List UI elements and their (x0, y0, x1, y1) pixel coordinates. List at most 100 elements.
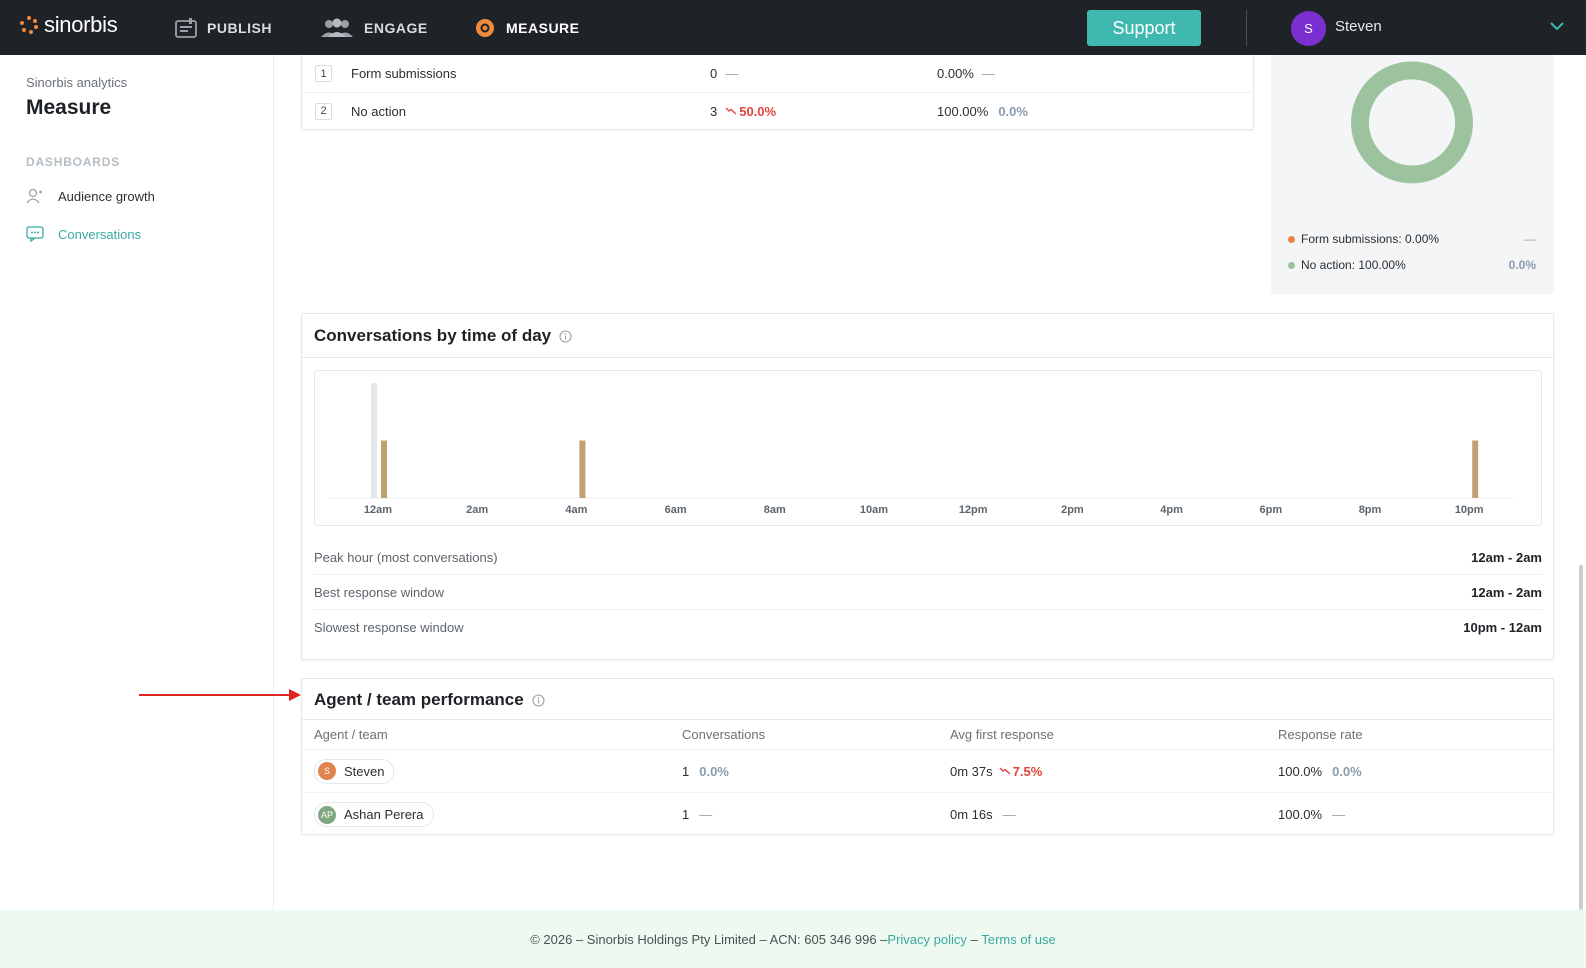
sidebar-section-label: DASHBOARDS (26, 155, 121, 169)
actions-table: 1 Form submissions 0 — 0.00% — 2 No acti… (301, 55, 1254, 130)
table-row: 2 No action 3 50.0% 100.00% 0.0% (302, 92, 1253, 129)
info-icon[interactable] (559, 329, 572, 343)
nav-engage-label: ENGAGE (364, 19, 428, 36)
stat-label: Best response window (314, 584, 445, 600)
response-rate-change: — (1332, 807, 1346, 822)
stat-slowest-response: Slowest response window 10pm - 12am (314, 610, 1542, 645)
agent-name: Ashan Perera (344, 807, 424, 822)
trend-down-icon (725, 107, 737, 115)
first-response-change: 7.5% (1012, 763, 1043, 779)
x-tick-label: 8pm (1359, 504, 1382, 516)
privacy-policy-link[interactable]: Privacy policy (887, 931, 967, 947)
support-button[interactable]: Support (1087, 10, 1201, 46)
action-name: Form submissions (351, 66, 457, 81)
nav-publish[interactable]: PUBLISH (175, 0, 272, 55)
x-tick-label: 10pm (1455, 504, 1484, 516)
legend-value: — (1524, 232, 1536, 246)
table-row: S Steven 1 0.0% 0m 37s 7.5% 100.0% 0.0% (302, 750, 1553, 793)
conversation-icon (26, 226, 46, 242)
legend-label: No action: 100.00% (1301, 258, 1406, 272)
footer-separator: – (966, 931, 982, 947)
annotation-arrow-icon (139, 688, 303, 706)
conversations-change: — (699, 807, 713, 822)
stat-label: Slowest response window (314, 620, 464, 635)
stat-value: 12am - 2am (1471, 549, 1542, 565)
logo-mark-icon (20, 16, 38, 34)
response-rate-value: 100.0% (1278, 807, 1323, 822)
user-avatar[interactable]: S (1291, 11, 1326, 46)
agent-performance-title-text: Agent / team performance (314, 690, 524, 709)
info-icon[interactable] (532, 693, 545, 707)
user-name[interactable]: Steven (1335, 18, 1382, 35)
sidebar-subtitle: Sinorbis analytics (26, 75, 128, 90)
action-name: No action (351, 103, 406, 119)
measure-icon (474, 17, 496, 39)
action-share-change: 0.0% (998, 103, 1028, 119)
response-rate-change: 0.0% (1332, 763, 1362, 779)
time-of-day-title-text: Conversations by time of day (314, 326, 552, 345)
nav-engage[interactable]: ENGAGE (320, 0, 428, 55)
engage-icon (320, 18, 354, 38)
sinorbis-logo[interactable]: sinorbis (20, 12, 118, 38)
footer: © 2026 – Sinorbis Holdings Pty Limited –… (0, 910, 1586, 968)
stat-value: 10pm - 12am (1463, 620, 1542, 635)
x-tick-label: 10am (860, 504, 888, 516)
action-share: 100.00% (937, 103, 989, 119)
bar-12am-series-0[interactable] (371, 383, 377, 498)
nav-publish-label: PUBLISH (207, 19, 272, 36)
rank-badge: 1 (315, 65, 332, 82)
legend-dot (1288, 235, 1295, 243)
top-nav: sinorbis PUBLISH ENGAGE MEASURE Support … (0, 0, 1586, 55)
sidebar-item-label: Conversations (58, 226, 142, 242)
card-divider (302, 357, 1553, 358)
logo-text: sinorbis (44, 12, 118, 37)
agent-performance-card: Agent / team performance Agent / team Co… (301, 678, 1554, 835)
page-scrollbar[interactable] (1579, 565, 1583, 910)
table-row: 1 Form submissions 0 — 0.00% — (302, 55, 1253, 92)
time-of-day-title: Conversations by time of day (314, 326, 572, 346)
action-count: 0 (710, 66, 718, 81)
x-tick-label: 12pm (959, 504, 988, 516)
action-share: 0.00% (937, 66, 974, 81)
action-count-change: — (725, 66, 739, 81)
column-header[interactable]: Conversations (682, 727, 766, 742)
sidebar-item-audience-growth[interactable]: Audience growth (26, 188, 155, 204)
bar-10pm-series-1[interactable] (1472, 440, 1479, 499)
nav-divider (1246, 10, 1247, 46)
conversations-value: 1 (682, 763, 690, 779)
actions-donut-chart (1351, 61, 1473, 184)
legend-value: 0.0% (1508, 258, 1536, 272)
nav-measure-label: MEASURE (506, 19, 580, 36)
bar-12am-series-1[interactable] (381, 440, 387, 499)
conversations-value: 1 (682, 807, 690, 822)
nav-measure[interactable]: MEASURE (474, 0, 580, 55)
chevron-down-icon[interactable] (1549, 18, 1565, 39)
avatar: S (318, 762, 336, 780)
column-header[interactable]: Agent / team (314, 727, 388, 742)
publish-icon (175, 17, 197, 38)
actions-donut-card: Form submissions: 0.00% — No action: 100… (1271, 55, 1554, 294)
time-of-day-chart-svg: 12am 2am 4am 6am 8am 10am 12pm 2pm 4pm 6pm 8pm 10pm (329, 383, 1513, 516)
agent-pill[interactable]: S Steven (314, 758, 395, 784)
stat-best-response: Best response window 12am - 2am (314, 575, 1542, 610)
conversations-change: 0.0% (699, 763, 729, 779)
first-response-value: 0m 16s (950, 807, 993, 822)
terms-of-use-link[interactable]: Terms of use (981, 931, 1056, 947)
column-header[interactable]: Response rate (1278, 727, 1363, 742)
column-header[interactable]: Avg first response (950, 727, 1054, 742)
sidebar-item-conversations[interactable]: Conversations (26, 226, 141, 242)
rank-badge: 2 (315, 102, 332, 120)
x-tick-label: 4pm (1160, 504, 1183, 516)
trend-down-icon (999, 767, 1011, 775)
action-count-change: 50.0% (739, 103, 777, 119)
agent-table-header: Agent / team Conversations Avg first res… (302, 719, 1553, 750)
legend-item-no-action: No action: 100.00% 0.0% (1288, 258, 1536, 272)
x-tick-label: 6pm (1259, 504, 1282, 516)
action-share-change: — (981, 66, 995, 81)
bar-4am-series-1[interactable] (579, 440, 586, 499)
first-response-value: 0m 37s (950, 763, 993, 779)
agent-performance-title: Agent / team performance (314, 690, 545, 710)
legend-item-form-submissions: Form submissions: 0.00% — (1288, 232, 1536, 246)
time-of-day-card: Conversations by time of day 12am 2am 4am 6… (301, 313, 1554, 660)
agent-pill[interactable]: AP Ashan Perera (314, 802, 434, 827)
